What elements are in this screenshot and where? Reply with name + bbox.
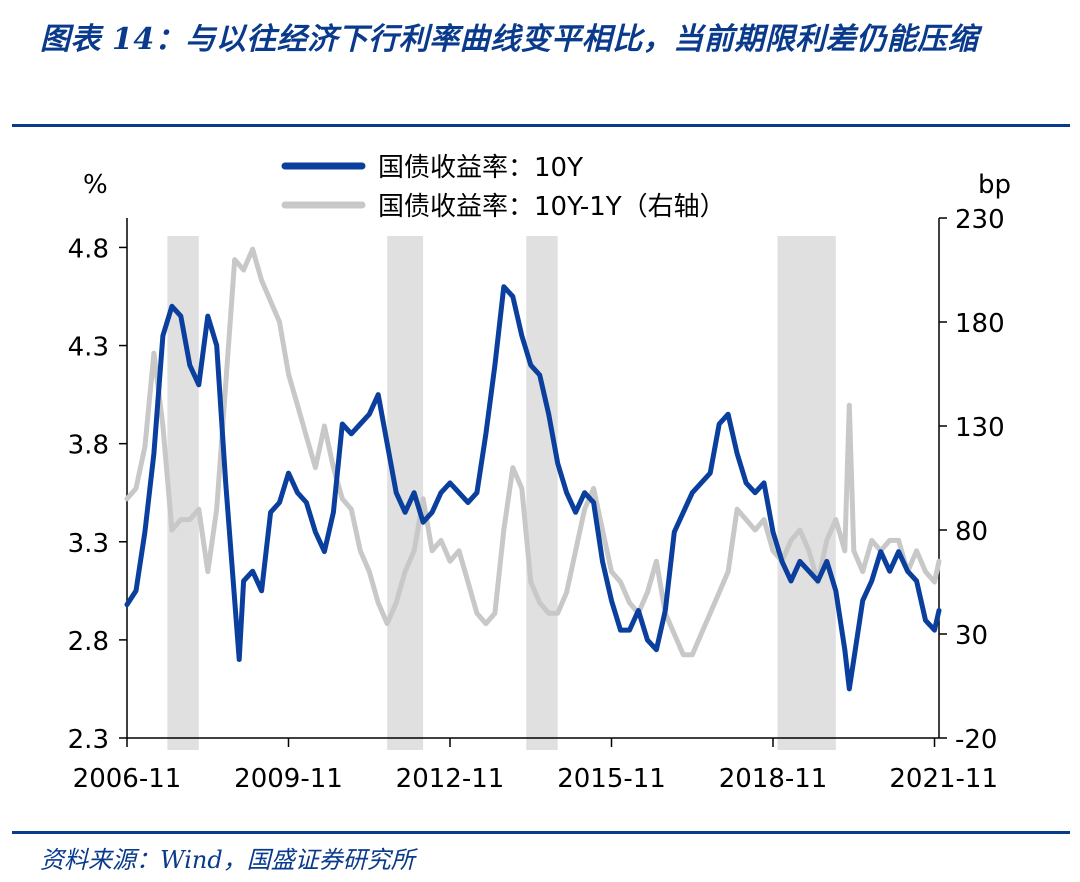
- title-divider: [12, 124, 1070, 127]
- right-tick-label: -20: [955, 725, 997, 755]
- chart-title: 图表 14：与以往经济下行利率曲线变平相比，当前期限利差仍能压缩: [40, 22, 979, 57]
- x-tick-label: 2021-11: [889, 764, 998, 794]
- x-tick-label: 2012-11: [396, 764, 505, 794]
- x-tick-label: 2006-11: [73, 764, 182, 794]
- left-tick-label: 4.8: [68, 234, 109, 264]
- left-tick-label: 3.3: [68, 529, 109, 559]
- left-tick-label: 4.3: [68, 333, 109, 363]
- shaded-period-4: [777, 236, 836, 750]
- x-tick-label: 2015-11: [557, 764, 666, 794]
- left-tick-label: 2.8: [68, 627, 109, 657]
- tick-marks: [119, 217, 947, 747]
- series-lines: [124, 246, 942, 692]
- left-unit-label: %: [83, 170, 108, 200]
- right-tick-label: 30: [955, 621, 988, 651]
- shaded-period-2: [387, 236, 424, 750]
- legend-label-spread: 国债收益率：10Y-1Y（右轴）: [378, 192, 726, 222]
- left-tick-label: 2.3: [68, 725, 109, 755]
- x-tick-label: 2018-11: [719, 764, 828, 794]
- source-note: 资料来源：Wind，国盛证券研究所: [40, 846, 415, 874]
- left-tick-label: 3.8: [68, 431, 109, 461]
- axes: [126, 218, 940, 739]
- right-tick-label: 230: [955, 205, 1005, 235]
- shaded-period-3: [526, 236, 558, 750]
- footer-divider: [12, 831, 1070, 834]
- right-tick-label: 180: [955, 309, 1005, 339]
- right-tick-label: 130: [955, 413, 1005, 443]
- tick-labels: 2.3 2.8 3.3 3.8 4.3 4.8 -20 30 80 130 180 230 2006-1…: [68, 205, 1005, 794]
- legend: 国债收益率：10Y 国债收益率：10Y-1Y（右轴）: [281, 153, 726, 222]
- series-line-10y: [124, 284, 942, 692]
- x-tick-label: 2009-11: [234, 764, 343, 794]
- legend-label-10y: 国债收益率：10Y: [378, 153, 583, 183]
- right-unit-label: bp: [978, 170, 1011, 200]
- right-tick-label: 80: [955, 517, 988, 547]
